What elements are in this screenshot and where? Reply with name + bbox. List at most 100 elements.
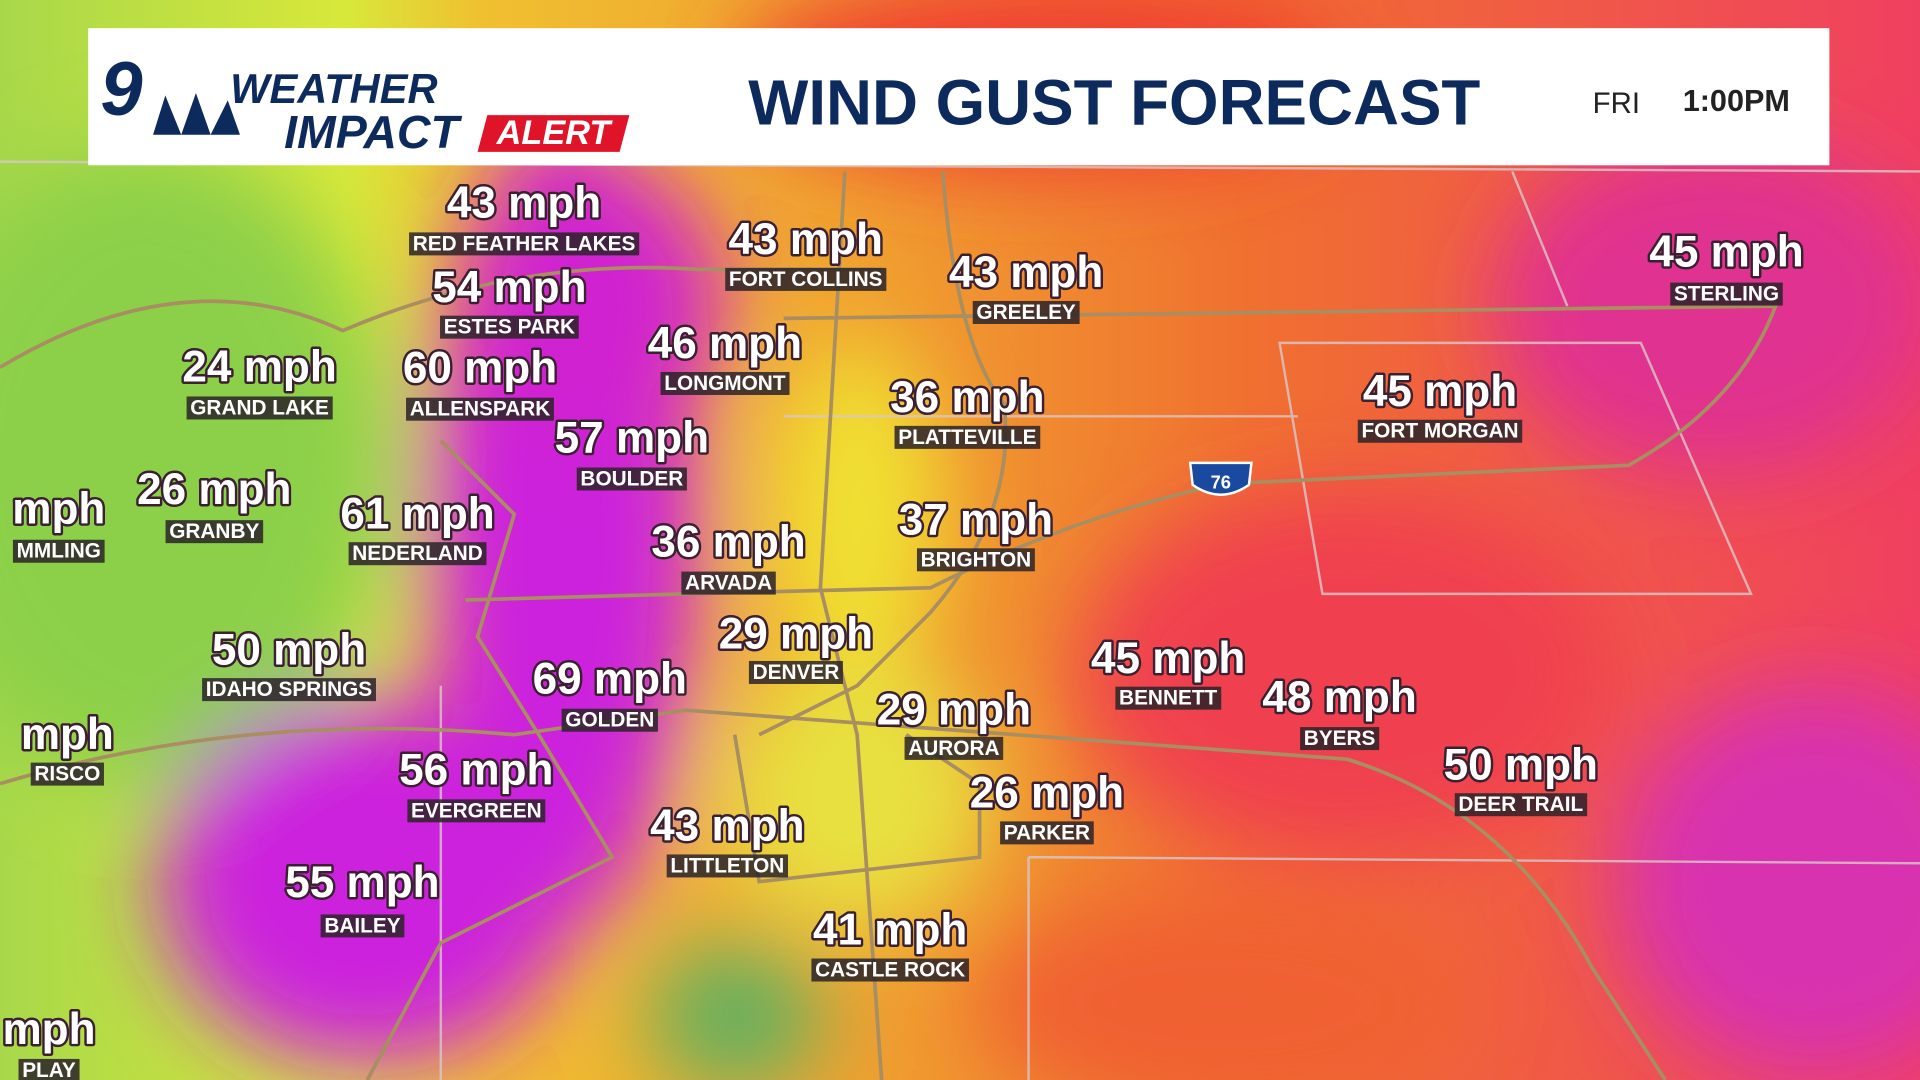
name-box [894, 425, 1041, 449]
location: mph MMLING [10, 482, 108, 563]
location: 36 mph PLATTEVILLE [888, 371, 1047, 449]
place-name: AURORA [908, 737, 999, 760]
gust-speed: 61 mph [340, 489, 494, 538]
gust-speed: 55 mph [285, 858, 439, 907]
location: 41 mph CASTLE ROCK [811, 903, 970, 982]
wind-area [649, 942, 821, 1080]
name-box [407, 799, 546, 823]
gust-speed: 45 mph [1649, 227, 1803, 276]
location: 60 mph ALLENSPARK [400, 341, 560, 421]
name-box [811, 958, 969, 982]
gust-speed: 36 mph [651, 518, 805, 567]
location: 45 mph STERLING [1647, 225, 1806, 306]
gust-speed: 43 mph [447, 178, 601, 227]
gust-speed: 26 mph [137, 465, 291, 514]
gust-speed: 41 mph [813, 906, 967, 955]
location: 50 mph IDAHO SPRINGS [202, 623, 376, 702]
title: WIND GUST FORECAST [748, 68, 1480, 139]
location: 48 mph BYERS [1260, 671, 1419, 751]
place-name: FORT COLLINS [729, 268, 883, 291]
location: 57 mph BOULDER [552, 411, 711, 491]
location: 54 mph ESTES PARK [430, 260, 589, 339]
location: 56 mph EVERGREEN [397, 743, 556, 823]
gust-speed: mph [2, 1005, 95, 1054]
location: 24 mph GRAND LAKE [180, 340, 339, 420]
location: 29 mph AURORA [874, 683, 1033, 760]
gust-speed: 56 mph [399, 745, 553, 794]
name-box [18, 1058, 80, 1080]
place-name: BRIGHTON [921, 548, 1032, 571]
name-box [1454, 793, 1588, 817]
header-bar [88, 28, 1830, 166]
place-name: PLAY [22, 1059, 76, 1080]
name-box [748, 660, 843, 684]
place-name: ALLENSPARK [410, 398, 551, 421]
wind-area [159, 697, 576, 1066]
wind-area [1077, 489, 1617, 858]
place-name: LITTLETON [670, 854, 784, 877]
name-box [202, 678, 376, 702]
place-name: FORT MORGAN [1361, 420, 1518, 443]
location: 61 mph NEDERLAND [338, 487, 497, 566]
gust-speed: 57 mph [555, 413, 709, 462]
place-name: RISCO [34, 763, 100, 786]
place-name: GREELEY [976, 301, 1076, 324]
name-box [348, 542, 487, 566]
gust-speed: 69 mph [533, 655, 687, 704]
gust-speed: 46 mph [648, 319, 802, 368]
name-box [165, 520, 264, 544]
logo-alert: ALERT [496, 114, 614, 152]
name-box [972, 300, 1080, 324]
name-box [725, 267, 887, 291]
name-box [561, 708, 658, 732]
place-name: DEER TRAIL [1458, 793, 1583, 816]
gust-speed: 24 mph [182, 342, 336, 391]
gust-speed: mph [12, 484, 105, 533]
name-box [406, 397, 554, 421]
day: FRI [1593, 87, 1640, 120]
name-box [440, 315, 579, 339]
place-name: BOULDER [580, 468, 683, 491]
logo-number: 9 [100, 47, 142, 132]
road [365, 439, 615, 1080]
gust-speed: 60 mph [403, 344, 557, 393]
place-name: GRANBY [169, 520, 259, 543]
name-box [1000, 821, 1094, 845]
locations: 43 mph RED FEATHER LAKES 43 mph FORT COLLIN… [0, 176, 1806, 1080]
location: 43 mph LITTLETON [648, 799, 807, 878]
location: 45 mph BENNETT [1089, 631, 1248, 710]
name-box [681, 571, 776, 595]
location: 50 mph DEER TRAIL [1441, 738, 1600, 817]
name-box [660, 371, 790, 395]
wind-area [979, 893, 1470, 1080]
place-name: STERLING [1674, 283, 1779, 306]
place-name: GOLDEN [565, 709, 654, 732]
place-name: CASTLE ROCK [815, 959, 965, 982]
gust-speed: 43 mph [949, 248, 1103, 297]
location: 26 mph GRANBY [135, 462, 294, 544]
name-box [1670, 282, 1783, 306]
gust-speed: 50 mph [1444, 740, 1598, 789]
county-borders [0, 160, 1920, 1080]
name-box [409, 232, 640, 256]
gust-speed: 43 mph [729, 215, 883, 264]
name-box [1300, 727, 1380, 751]
logo-weather: WEATHER [230, 65, 437, 112]
name-box [320, 914, 405, 938]
gust-speed: 37 mph [899, 495, 1053, 544]
location: 69 mph GOLDEN [530, 652, 689, 732]
location: 43 mph RED FEATHER LAKES [409, 176, 640, 256]
name-box [12, 539, 105, 563]
shield-number: 76 [1211, 472, 1231, 493]
location: mph RISCO [18, 707, 116, 786]
gust-speed: 45 mph [1091, 634, 1245, 683]
place-name: BAILEY [324, 914, 400, 937]
wind-area [0, 147, 392, 784]
interstate-shield: 76 [1188, 461, 1253, 496]
place-name: LONGMONT [664, 372, 786, 395]
place-name: BENNETT [1119, 687, 1218, 710]
name-box [576, 467, 687, 491]
place-name: BYERS [1304, 727, 1376, 750]
road [0, 708, 1667, 1080]
name-box [1115, 686, 1222, 710]
